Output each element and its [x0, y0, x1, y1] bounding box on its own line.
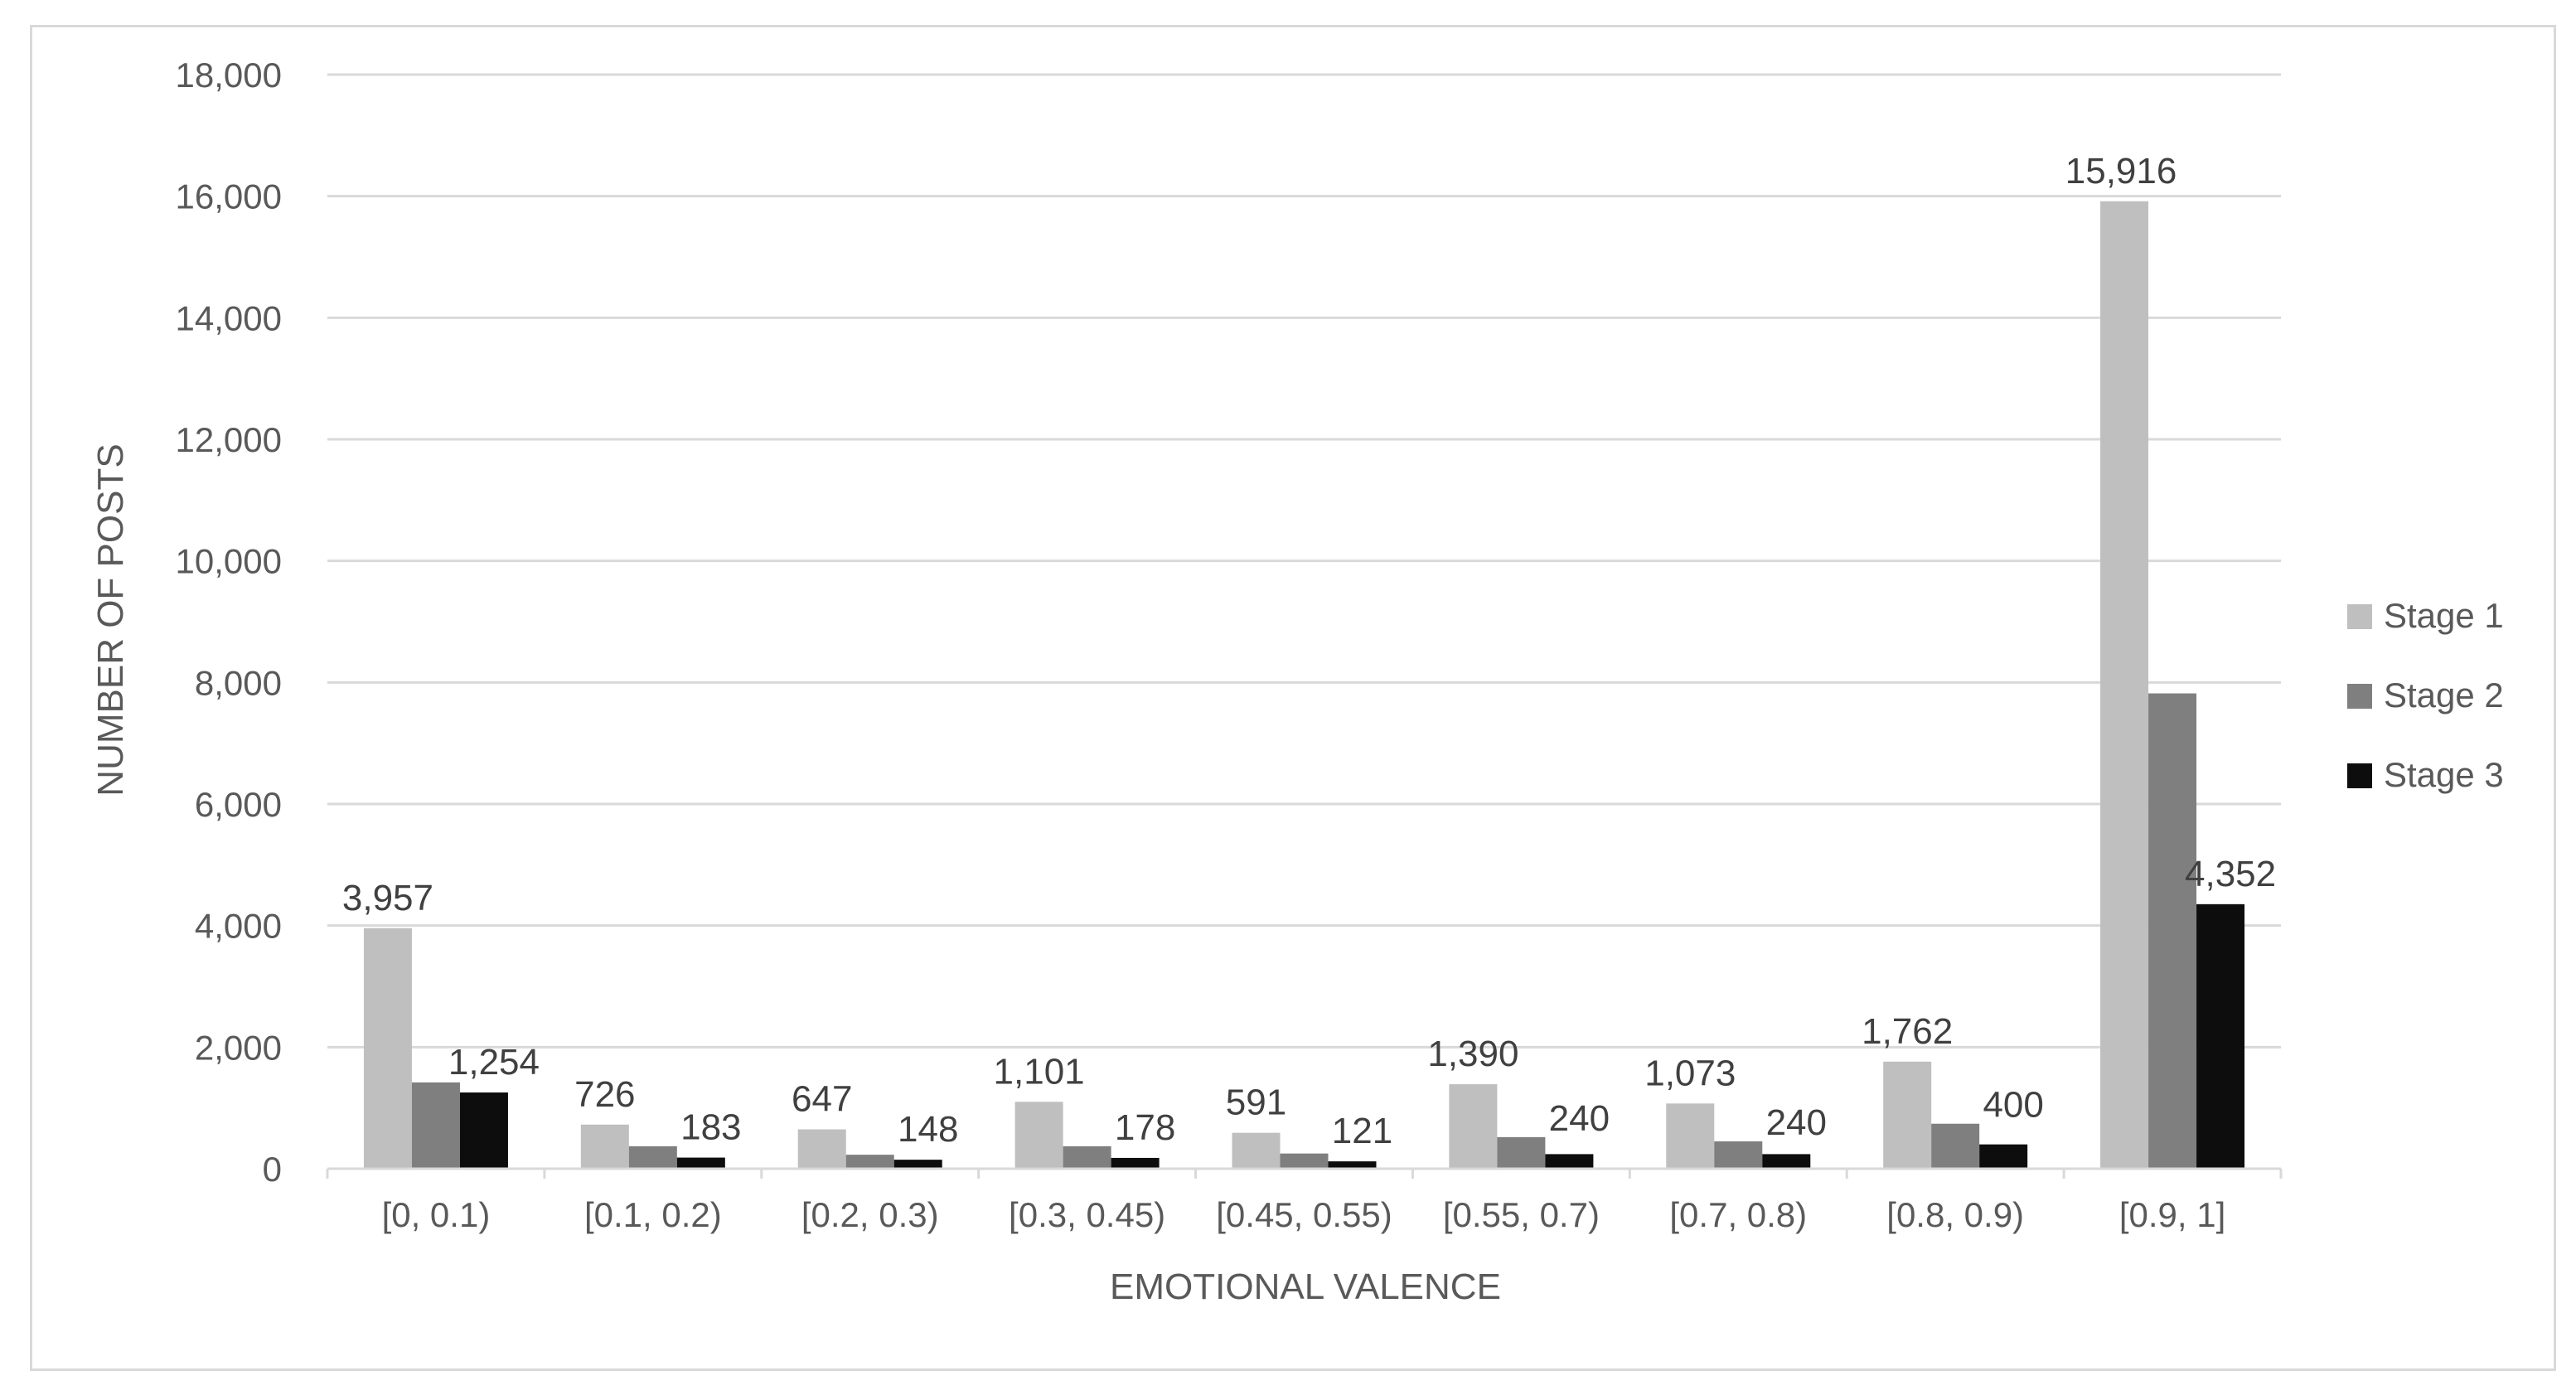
y-tick-label: 6,000	[195, 785, 282, 824]
bar-stage-2	[628, 1146, 677, 1169]
legend-swatch	[2347, 604, 2372, 629]
x-tick-label: [0.45, 0.55)	[1216, 1195, 1392, 1234]
bar-stage-3	[1762, 1154, 1811, 1169]
data-label: 1,762	[1862, 1011, 1953, 1052]
x-tick-label: [0.8, 0.9)	[1886, 1195, 2024, 1234]
legend-swatch	[2347, 684, 2372, 709]
y-tick-label: 8,000	[195, 663, 282, 702]
data-label: 240	[1766, 1102, 1827, 1143]
y-axis-ticks: 0 2,000 4,000 6,000 8,000 10,000 12,000 14,000 1…	[176, 56, 282, 1189]
legend-label: Stage 3	[2384, 755, 2504, 794]
bar-stage-2	[845, 1155, 894, 1169]
bar-stage-3	[1111, 1157, 1160, 1169]
bar-stage-3	[1979, 1144, 2028, 1169]
bar-stage-2	[2148, 693, 2197, 1169]
x-tick-label: [0.1, 0.2)	[584, 1195, 722, 1234]
bar-stage-2	[1714, 1141, 1763, 1169]
bar-stage-2	[1497, 1136, 1546, 1169]
data-labels: 3,957 1,254 726 183 647 148 1,101 178 591 121 1,39…	[342, 151, 2276, 1151]
legend-item-stage-1: Stage 1	[2347, 596, 2504, 635]
data-label: 183	[680, 1107, 741, 1148]
x-tick-label: [0.55, 0.7)	[1443, 1195, 1600, 1234]
data-label: 591	[1226, 1083, 1286, 1123]
bar-stage-3	[893, 1160, 942, 1169]
bar-stage-3	[676, 1157, 725, 1169]
bar-stage-3	[1545, 1154, 1594, 1169]
data-label: 15,916	[2065, 151, 2177, 191]
data-label: 3,957	[342, 878, 433, 918]
x-tick-label: [0.7, 0.8)	[1669, 1195, 1807, 1234]
gridlines	[327, 73, 2281, 1170]
data-label: 148	[898, 1109, 958, 1150]
bar-stage-1	[363, 928, 412, 1169]
legend-item-stage-3: Stage 3	[2347, 755, 2504, 794]
data-label: 400	[1983, 1085, 2043, 1126]
bar-stage-1	[1014, 1102, 1063, 1169]
data-label: 4,352	[2185, 854, 2276, 894]
y-tick-label: 0	[263, 1150, 282, 1189]
x-tick-label: [0.9, 1]	[2119, 1195, 2225, 1234]
data-label: 726	[574, 1074, 635, 1115]
bar-stage-3	[2196, 903, 2245, 1169]
legend: Stage 1 Stage 2 Stage 3	[2347, 596, 2504, 794]
data-label: 121	[1332, 1111, 1392, 1151]
y-tick-label: 14,000	[176, 298, 282, 337]
bars	[363, 201, 2245, 1169]
bar-stage-1	[1232, 1132, 1281, 1169]
legend-label: Stage 2	[2384, 676, 2504, 714]
x-axis-title: EMOTIONAL VALENCE	[1110, 1267, 1501, 1307]
data-label: 1,390	[1427, 1034, 1518, 1074]
x-axis-ticks: [0, 0.1) [0.1, 0.2) [0.2, 0.3) [0.3, 0.45) […	[326, 1167, 2283, 1234]
bar-stage-3	[1328, 1161, 1377, 1169]
bar-stage-1	[1883, 1061, 1932, 1169]
y-tick-label: 16,000	[176, 177, 282, 216]
bar-stage-1	[797, 1129, 846, 1169]
bar-stage-1	[580, 1124, 629, 1169]
y-axis-title: NUMBER OF POSTS	[90, 443, 131, 796]
data-label: 1,101	[994, 1051, 1085, 1092]
bar-stage-2	[1063, 1146, 1111, 1169]
bar-stage-2	[1280, 1153, 1329, 1169]
data-label: 1,073	[1644, 1053, 1736, 1093]
x-tick-label: [0, 0.1)	[382, 1195, 491, 1234]
y-tick-label: 10,000	[176, 542, 282, 581]
bar-stage-2	[411, 1082, 460, 1169]
y-tick-label: 12,000	[176, 420, 282, 459]
y-tick-label: 4,000	[195, 907, 282, 946]
data-label: 647	[792, 1079, 852, 1120]
x-tick-label: [0.2, 0.3)	[801, 1195, 939, 1234]
bar-stage-3	[459, 1092, 508, 1169]
legend-swatch	[2347, 763, 2372, 788]
x-tick-label: [0.3, 0.45)	[1009, 1195, 1165, 1234]
y-tick-label: 18,000	[176, 56, 282, 94]
legend-item-stage-2: Stage 2	[2347, 676, 2504, 714]
data-label: 178	[1115, 1107, 1175, 1148]
legend-label: Stage 1	[2384, 596, 2504, 635]
bar-stage-2	[1931, 1123, 1980, 1169]
y-tick-label: 2,000	[195, 1028, 282, 1067]
bar-stage-1	[2100, 201, 2149, 1169]
bar-stage-1	[1666, 1103, 1715, 1169]
data-label: 240	[1549, 1098, 1610, 1139]
data-label: 1,254	[448, 1042, 540, 1083]
bar-stage-1	[1449, 1084, 1498, 1169]
